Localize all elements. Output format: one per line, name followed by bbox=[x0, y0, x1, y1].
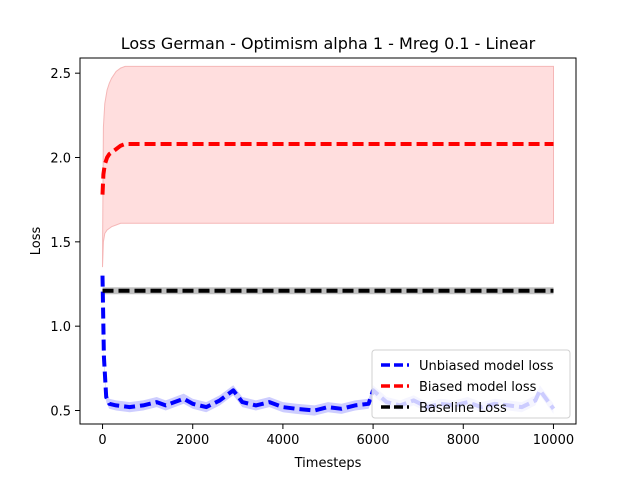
x-tick-label: 2000 bbox=[176, 433, 209, 448]
y-tick-label: 2.5 bbox=[50, 67, 71, 82]
x-tick-label: 0 bbox=[98, 433, 106, 448]
x-axis-label: Timesteps bbox=[294, 456, 362, 471]
x-axis: 0 2000 4000 6000 8000 10000 bbox=[98, 424, 574, 448]
legend-unbiased-label: Unbiased model loss bbox=[419, 359, 554, 374]
y-axis: 0.5 1.0 1.5 2.0 2.5 bbox=[50, 67, 80, 420]
y-tick-label: 2.0 bbox=[50, 152, 71, 167]
plot-frame bbox=[79, 57, 577, 425]
x-tick-label: 6000 bbox=[357, 433, 390, 448]
legend: Unbiased model loss Biased model loss Ba… bbox=[371, 349, 571, 419]
chart-title: Loss German - Optimism alpha 1 - Mreg 0.… bbox=[121, 34, 536, 53]
y-axis-label: Loss bbox=[29, 227, 44, 256]
legend-baseline-label: Baseline Loss bbox=[419, 401, 507, 416]
x-tick-label: 4000 bbox=[266, 433, 299, 448]
x-tick-label: 8000 bbox=[447, 433, 480, 448]
legend-box bbox=[371, 349, 571, 419]
legend-biased-label: Biased model loss bbox=[419, 380, 537, 395]
y-tick-label: 1.5 bbox=[50, 236, 71, 251]
y-tick-label: 1.0 bbox=[50, 320, 71, 335]
x-tick-label: 10000 bbox=[533, 433, 574, 448]
biased-loss-line bbox=[100, 142, 554, 195]
y-tick-label: 0.5 bbox=[50, 405, 71, 420]
biased-band bbox=[102, 65, 554, 268]
